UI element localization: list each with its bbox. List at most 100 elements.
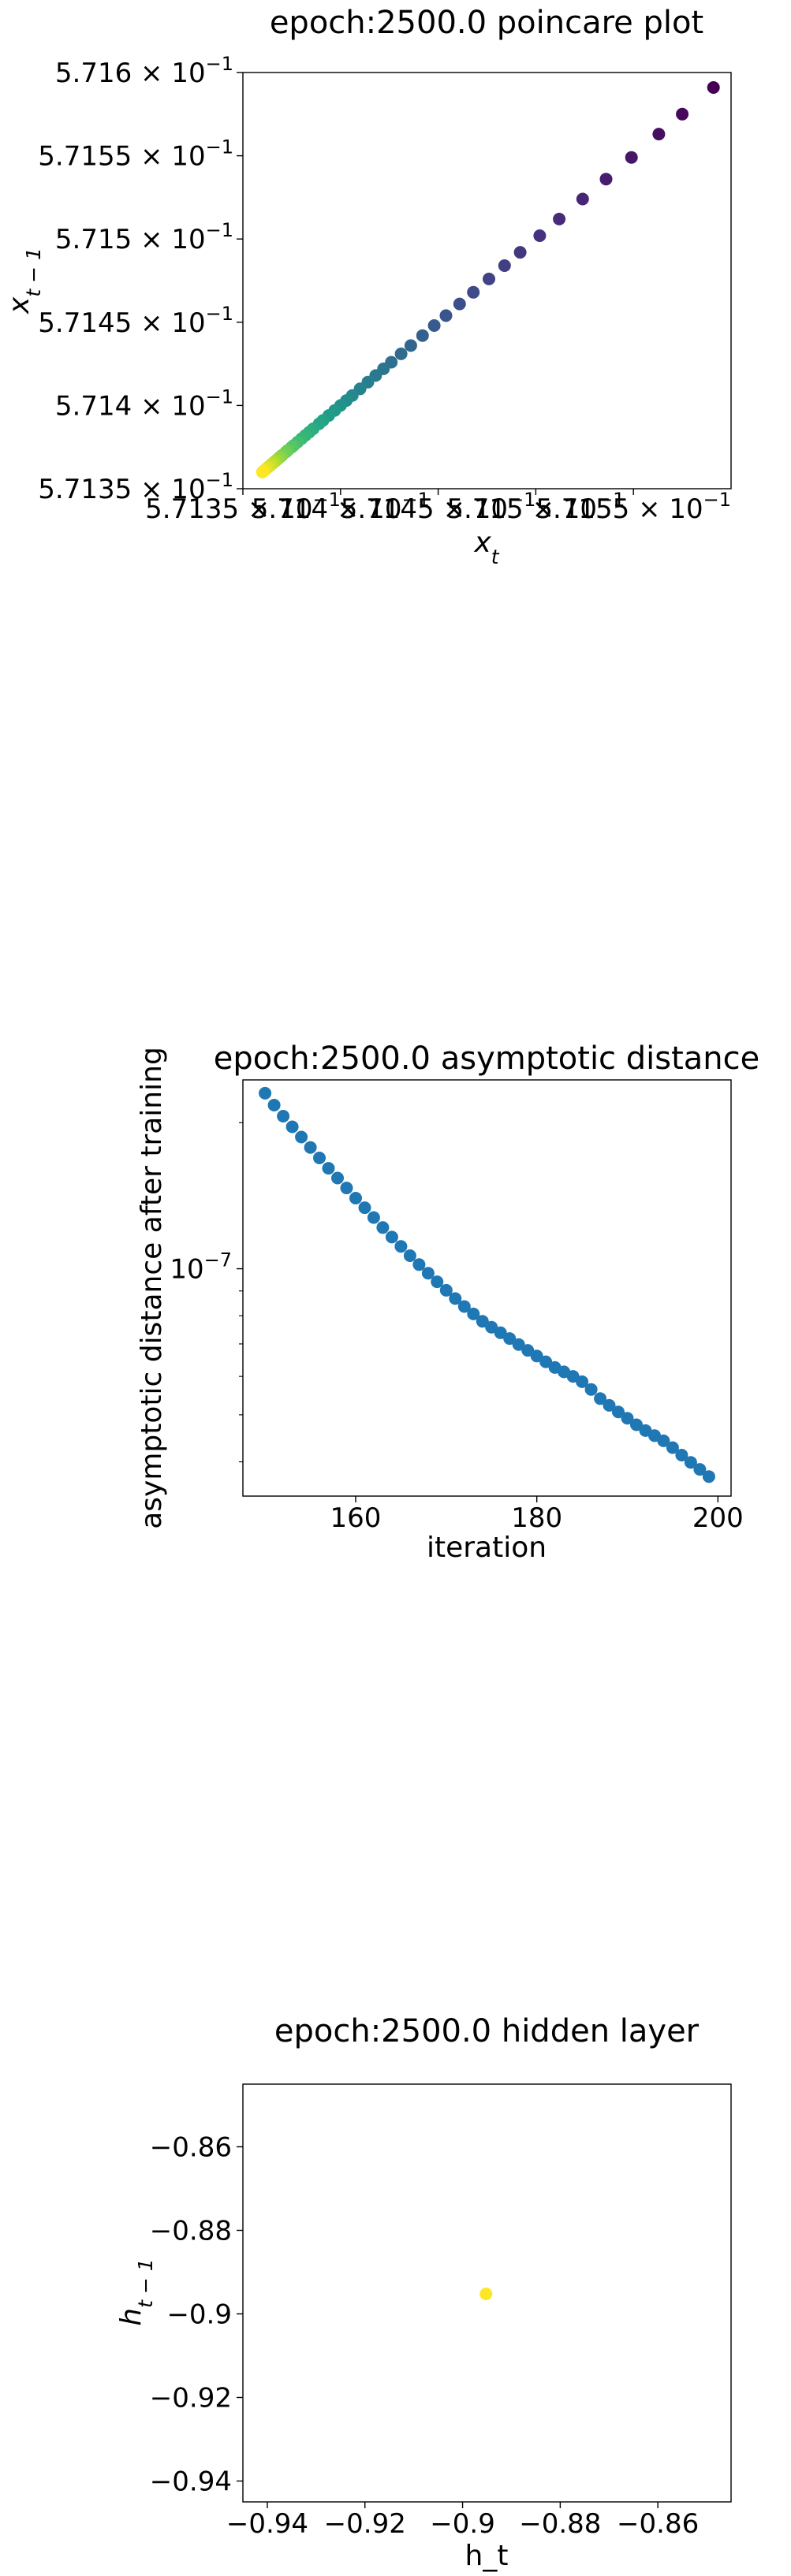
poincare-y-tick-label-exponent: −1 bbox=[206, 385, 233, 408]
poincare-x-ticks: 5.7135 × 10−15.714 × 10−15.7145 × 10−15.… bbox=[145, 489, 731, 525]
asymptotic-distance-point bbox=[259, 1086, 272, 1100]
poincare-y-tick-label-exponent: −1 bbox=[206, 53, 233, 75]
poincare-y-tick-label-mantissa: 5.716 bbox=[55, 58, 132, 89]
poincare-y-tick-label-mantissa: 5.7155 bbox=[38, 141, 132, 173]
poincare-x-tick-label-exponent: −1 bbox=[508, 489, 535, 511]
poincare-y-tick-label-exponent: −1 bbox=[206, 136, 233, 158]
asymptotic-distance-point bbox=[403, 1249, 416, 1262]
poincare-x-tick-label: 5.7135 × 10−1 bbox=[145, 489, 341, 525]
poincare-x-tick-label-mantissa: 5.7145 bbox=[341, 493, 435, 525]
poincare-y-tick-label-times: × 10 bbox=[132, 58, 205, 89]
poincare-y-tick-label-mantissa: 5.715 bbox=[55, 224, 132, 255]
hidden-layer-y-axis-label: ht − 1 bbox=[115, 2258, 157, 2325]
poincare-y-tick-label-times: × 10 bbox=[132, 474, 205, 505]
poincare-plot-panel: epoch:2500.0 poincare plot 5.7135 × 10−1… bbox=[3, 5, 732, 568]
asymptotic-distance-x-tick-label: 160 bbox=[330, 1502, 382, 1534]
poincare-y-tick-label: 5.714 × 10−1 bbox=[55, 385, 233, 422]
asymptotic-distance-point bbox=[521, 1344, 535, 1357]
poincare-x-tick-label: 5.714 × 10−1 bbox=[252, 489, 430, 525]
asymptotic-distance-points bbox=[259, 1086, 715, 1483]
asymptotic-distance-x-tick-label: 200 bbox=[692, 1502, 744, 1534]
poincare-x-tick-label: 5.7155 × 10−1 bbox=[535, 489, 731, 525]
asymptotic-distance-point bbox=[621, 1412, 634, 1425]
asymptotic-distance-x-tick-label: 180 bbox=[511, 1502, 562, 1534]
hidden-layer-y-tick-label: −0.92 bbox=[150, 2383, 232, 2414]
poincare-point bbox=[576, 192, 589, 206]
asymptotic-distance-point bbox=[539, 1355, 553, 1368]
poincare-y-tick-label-exponent: −1 bbox=[206, 303, 233, 325]
asymptotic-distance-point bbox=[431, 1275, 444, 1289]
poincare-point bbox=[707, 81, 720, 94]
hidden-layer-y-tick-label: −0.9 bbox=[166, 2299, 232, 2331]
poincare-x-tick-label-times: × 10 bbox=[524, 493, 597, 525]
poincare-point bbox=[676, 107, 689, 121]
poincare-y-tick-label-times: × 10 bbox=[132, 224, 205, 255]
hidden-layer-x-ticks: −0.94 −0.92 −0.9 −0.88 −0.86 bbox=[226, 2502, 699, 2540]
poincare-x-axis-label: xt bbox=[473, 527, 499, 568]
poincare-x-tick-label-mantissa: 5.715 bbox=[446, 493, 523, 525]
hidden-layer-x-tick-label: −0.9 bbox=[430, 2508, 495, 2540]
asymptotic-distance-point bbox=[612, 1405, 625, 1419]
asymptotic-distance-point bbox=[394, 1240, 408, 1253]
hidden-layer-title: epoch:2500.0 hidden layer bbox=[274, 2013, 700, 2049]
asymptotic-distance-point bbox=[385, 1230, 398, 1244]
poincare-x-tick-label-mantissa: 5.7155 bbox=[535, 493, 629, 525]
asymptotic-distance-point bbox=[584, 1383, 598, 1396]
asymptotic-distance-point bbox=[594, 1392, 607, 1405]
asymptotic-distance-point bbox=[666, 1441, 679, 1454]
asymptotic-distance-point bbox=[304, 1141, 317, 1154]
asymptotic-distance-point bbox=[376, 1221, 390, 1234]
poincare-y-tick-label: 5.7155 × 10−1 bbox=[38, 136, 233, 173]
hidden-layer-point bbox=[479, 2288, 493, 2301]
hidden-layer-x-tick-label: −0.86 bbox=[617, 2508, 699, 2540]
asymptotic-distance-point bbox=[693, 1463, 707, 1476]
poincare-y-tick-label: 5.716 × 10−1 bbox=[55, 53, 233, 89]
asymptotic-distance-point bbox=[340, 1182, 353, 1195]
asymptotic-distance-y-axis-label: asymptotic distance after training bbox=[136, 1047, 168, 1529]
asymptotic-distance-x-axis-label: iteration bbox=[427, 1532, 547, 1564]
asymptotic-distance-point bbox=[267, 1099, 281, 1111]
hidden-layer-y-ticks: −0.86 −0.88 −0.9 −0.92 −0.94 bbox=[150, 2132, 243, 2498]
hidden-layer-y-tick-label: −0.86 bbox=[150, 2132, 232, 2164]
asymptotic-distance-point bbox=[449, 1292, 462, 1305]
poincare-point bbox=[394, 347, 408, 360]
poincare-x-tick-label-times: × 10 bbox=[629, 493, 703, 525]
poincare-y-tick-label-exponent: −1 bbox=[206, 469, 233, 491]
poincare-point bbox=[498, 259, 511, 272]
hidden-layer-y-tick-label: −0.88 bbox=[150, 2216, 232, 2247]
hidden-layer-y-tick-label: −0.94 bbox=[150, 2466, 232, 2498]
asymptotic-distance-point bbox=[313, 1152, 326, 1164]
asymptotic-distance-x-ticks: 160 180 200 bbox=[330, 1496, 744, 1534]
asymptotic-distance-point bbox=[576, 1375, 589, 1388]
poincare-x-tick-label: 5.715 × 10−1 bbox=[446, 489, 625, 525]
hidden-layer-x-tick-label: −0.92 bbox=[324, 2508, 406, 2540]
asymptotic-distance-point bbox=[485, 1320, 498, 1334]
poincare-point bbox=[427, 319, 441, 332]
poincare-point bbox=[483, 272, 495, 285]
poincare-point bbox=[513, 246, 527, 259]
poincare-x-tick-label-times: × 10 bbox=[328, 493, 401, 525]
poincare-y-tick-label-mantissa: 5.7145 bbox=[38, 307, 132, 339]
asymptotic-distance-point bbox=[295, 1130, 308, 1144]
asymptotic-distance-point bbox=[476, 1315, 489, 1328]
poincare-x-tick-label: 5.7145 × 10−1 bbox=[341, 489, 536, 525]
poincare-y-tick-label: 5.7135 × 10−1 bbox=[38, 469, 233, 505]
asymptotic-distance-point bbox=[322, 1162, 335, 1175]
asymptotic-distance-point bbox=[457, 1300, 471, 1313]
hidden-layer-x-tick-label: −0.88 bbox=[519, 2508, 601, 2540]
poincare-y-tick-label-mantissa: 5.714 bbox=[55, 390, 132, 422]
asymptotic-distance-point bbox=[530, 1349, 543, 1363]
poincare-plot-frame bbox=[242, 72, 732, 490]
asymptotic-distance-title: epoch:2500.0 asymptotic distance bbox=[214, 1040, 760, 1077]
poincare-y-ticks: 5.7135 × 10−15.714 × 10−15.7145 × 10−15.… bbox=[38, 53, 243, 505]
asymptotic-distance-panel: epoch:2500.0 asymptotic distance 160 180 2… bbox=[136, 1040, 759, 1564]
poincare-y-tick-label: 5.7145 × 10−1 bbox=[38, 303, 233, 339]
asymptotic-distance-point bbox=[421, 1267, 435, 1280]
poincare-point bbox=[439, 309, 453, 322]
asymptotic-distance-point bbox=[675, 1449, 688, 1461]
poincare-point bbox=[467, 285, 480, 299]
asymptotic-distance-point bbox=[657, 1434, 670, 1447]
asymptotic-distance-y-tick-base: 10 bbox=[170, 1254, 203, 1286]
asymptotic-distance-point bbox=[512, 1338, 525, 1351]
asymptotic-distance-point bbox=[684, 1456, 697, 1469]
